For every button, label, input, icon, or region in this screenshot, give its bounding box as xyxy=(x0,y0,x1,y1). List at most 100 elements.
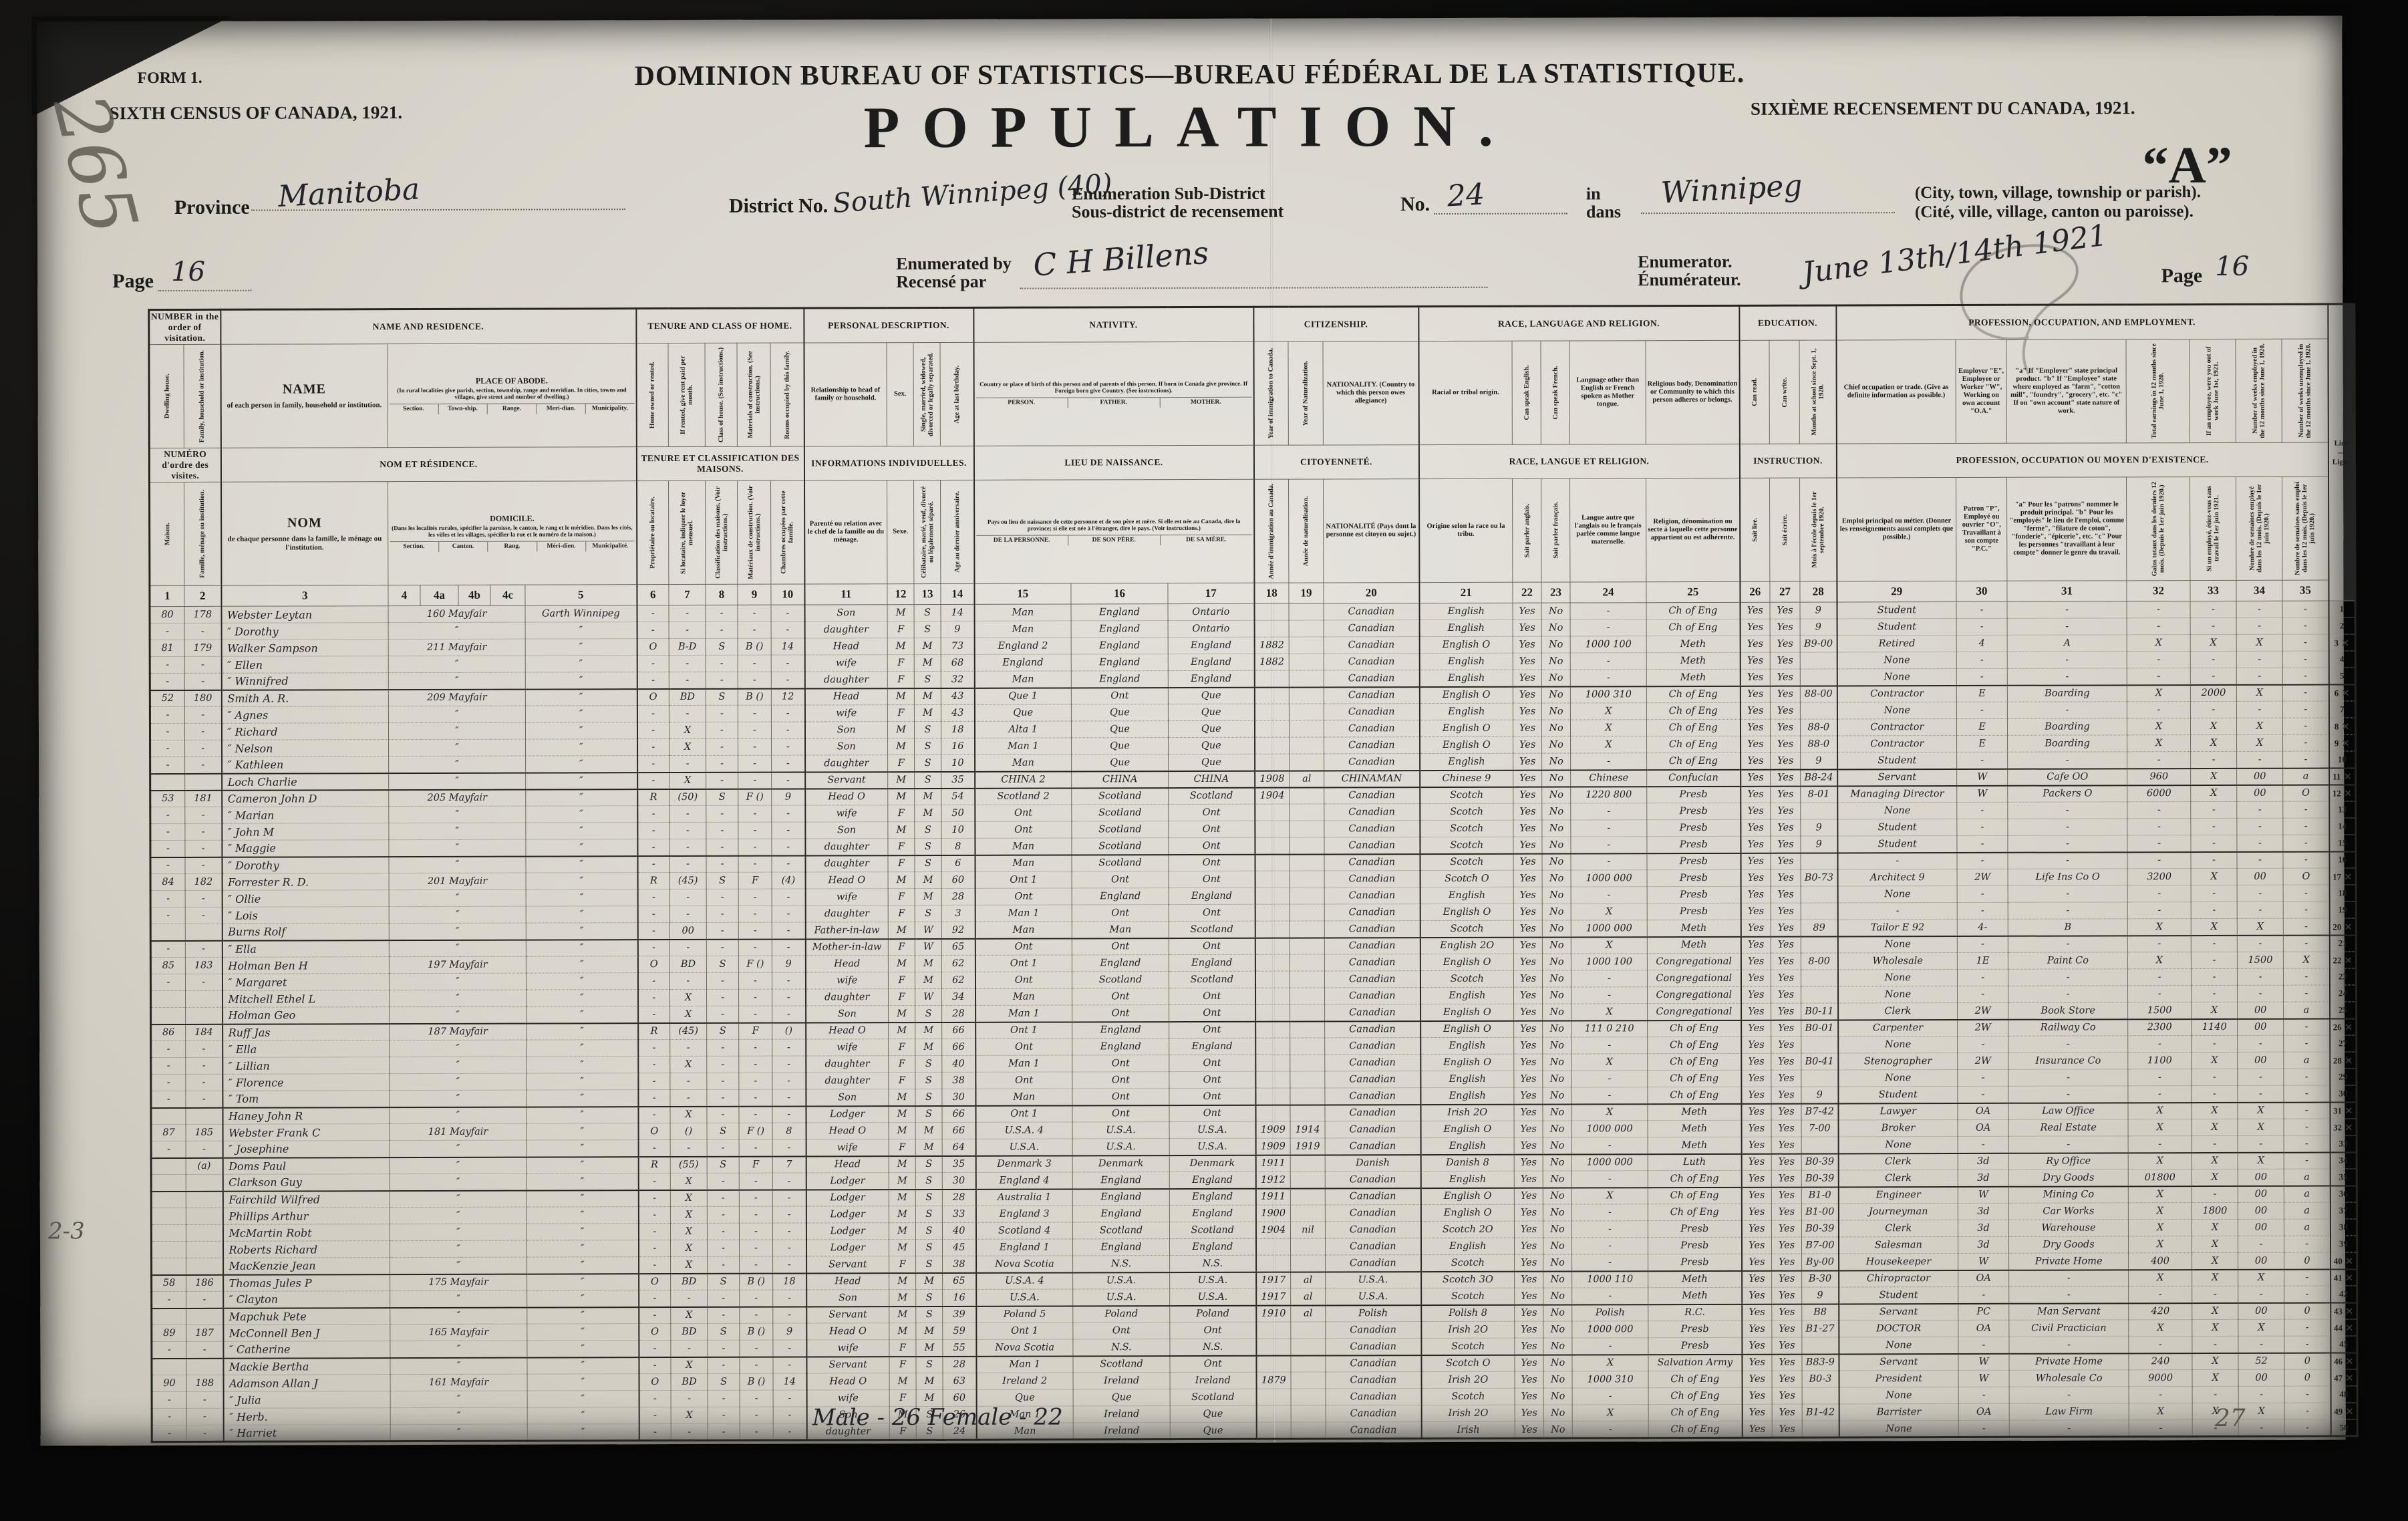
cell: Student xyxy=(1837,618,1957,636)
cell: Head xyxy=(806,1155,889,1173)
cell: Student xyxy=(1837,819,1957,836)
cell: No xyxy=(1541,753,1571,771)
cell: 1000 100 xyxy=(1570,636,1647,654)
cell: England xyxy=(1169,954,1255,972)
cell: - xyxy=(2284,1286,2330,1303)
cell: X xyxy=(2128,1319,2192,1337)
cell: ″ xyxy=(389,940,526,957)
cell: - xyxy=(2237,902,2284,919)
cell: ″ xyxy=(388,773,526,790)
cell: daughter xyxy=(805,905,889,923)
cell: - xyxy=(2282,835,2330,852)
cell: F xyxy=(888,888,915,906)
cell: 1908 xyxy=(1254,771,1290,788)
cell: M xyxy=(916,1373,943,1390)
cell: - xyxy=(185,1057,222,1075)
cell: - xyxy=(2192,1386,2239,1403)
cell: F xyxy=(888,1039,915,1056)
cell: 1882 xyxy=(1254,654,1290,671)
column-header-en: NAME of each person in family, household … xyxy=(220,343,388,448)
cell: a xyxy=(2283,1052,2330,1069)
column-header-en: Single, married, widowed, divorced or le… xyxy=(913,342,941,446)
cell: W xyxy=(1958,1370,2010,1387)
cell: 1909 xyxy=(1255,1138,1291,1155)
cell: daughter xyxy=(804,621,888,639)
cell: 84 xyxy=(150,873,186,891)
cell: - xyxy=(2236,617,2283,635)
cell-line-number: 20 × xyxy=(2329,918,2357,936)
cell: - xyxy=(1957,936,2008,953)
cell: - xyxy=(2282,634,2329,652)
cell: - xyxy=(2284,1102,2330,1119)
cell: - xyxy=(1570,803,1647,821)
cell: Yes xyxy=(1770,752,1801,770)
cell: Canadian xyxy=(1325,1171,1421,1188)
cell: Yes xyxy=(1513,987,1543,1004)
cell: - xyxy=(739,1340,773,1357)
cell: - xyxy=(184,623,222,640)
cell: Man xyxy=(974,754,1072,772)
cell: CHINA xyxy=(1168,771,1255,788)
cell: Yes xyxy=(1772,1371,1803,1388)
cell: ″ xyxy=(388,722,526,740)
cell: None xyxy=(1839,1387,1959,1404)
cell: Retired xyxy=(1837,635,1957,652)
cell: 8 xyxy=(941,838,975,855)
cell xyxy=(1800,668,1837,686)
cell: England xyxy=(1168,654,1255,671)
cell xyxy=(151,1191,186,1208)
in-label-en: in xyxy=(1586,184,1601,204)
cell: a xyxy=(2284,1169,2330,1186)
cell: - xyxy=(669,621,706,639)
cell: None xyxy=(1837,802,1957,819)
cell-line-number: 29 xyxy=(2329,1068,2357,1086)
cell: - xyxy=(707,1190,740,1207)
cell: X xyxy=(1571,1187,1648,1205)
cell: R xyxy=(637,789,669,806)
cell: Ont xyxy=(1072,871,1169,888)
cell: Ont xyxy=(1072,1071,1169,1089)
cell: - xyxy=(2007,617,2127,636)
cell: 1904 xyxy=(1254,787,1290,805)
cell: England xyxy=(1072,1171,1170,1189)
cell: X xyxy=(2191,1052,2238,1069)
column-header-fr: Maison. xyxy=(149,482,184,586)
cell: Packers O xyxy=(2007,785,2127,803)
cell: B () xyxy=(738,638,772,656)
cell: - xyxy=(2282,601,2329,618)
cell: 1911 xyxy=(1255,1188,1291,1206)
cell-name: Holman Ben H xyxy=(222,956,390,974)
cell: Architect 9 xyxy=(1837,869,1958,886)
cell: X xyxy=(669,989,707,1006)
cell: 39 xyxy=(942,1306,976,1323)
cell-line-number: 47 × xyxy=(2330,1369,2358,1387)
cell: - xyxy=(1571,1237,1648,1255)
column-number: 20 xyxy=(1323,582,1420,603)
cell: English xyxy=(1419,703,1513,720)
cell: English xyxy=(1419,753,1513,771)
cell: 35 xyxy=(941,771,975,789)
cell: S xyxy=(915,1105,943,1123)
cell-name: Ruff Jas xyxy=(222,1023,390,1041)
cell: - xyxy=(738,1106,773,1123)
cell: Yes xyxy=(1513,904,1543,921)
cell xyxy=(1255,1004,1290,1022)
cell xyxy=(1289,837,1325,855)
cell: ″ xyxy=(526,1240,639,1258)
cell: Yes xyxy=(1513,837,1543,854)
cell xyxy=(1255,954,1290,972)
cell: M xyxy=(914,654,941,672)
cell xyxy=(1256,1422,1292,1439)
cell-name: ″ Josephine xyxy=(222,1140,390,1158)
cell: ″ xyxy=(526,1006,638,1024)
cell xyxy=(1801,969,1838,987)
cell: X xyxy=(669,1106,708,1123)
group-title-fr: NOM ET RÉSIDENCE. xyxy=(220,446,637,482)
cell: wife xyxy=(804,805,888,823)
page-label-right: Page xyxy=(2161,265,2203,287)
cell: 2W xyxy=(1957,1019,2008,1036)
cell xyxy=(1801,1136,1839,1154)
cell: W xyxy=(915,938,942,956)
cell: - xyxy=(2007,818,2127,836)
cell: - xyxy=(185,1074,222,1091)
